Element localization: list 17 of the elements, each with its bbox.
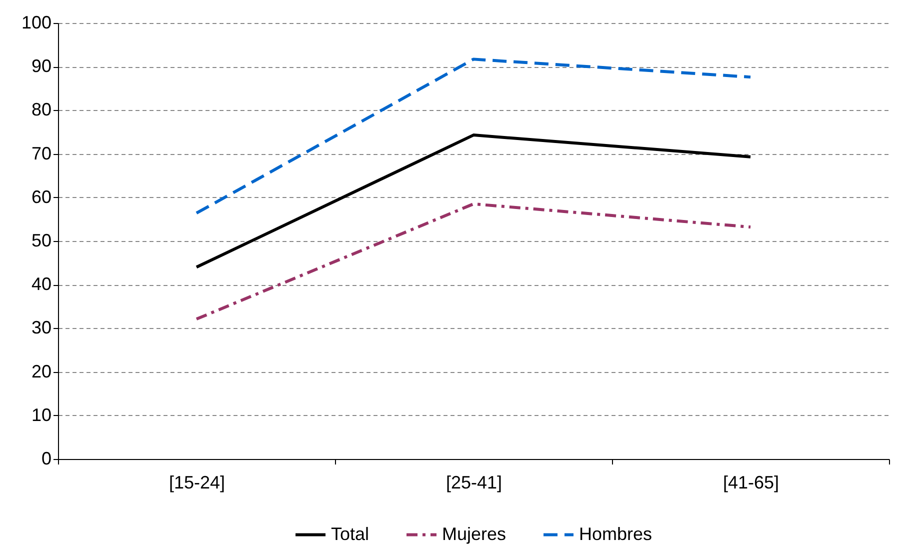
y-tick-label: 50 <box>31 230 52 250</box>
y-tick-label: 0 <box>41 448 52 468</box>
legend-label: Mujeres <box>442 524 506 544</box>
y-tick-label: 60 <box>31 186 52 207</box>
x-tick-label: [41-65] <box>722 472 780 492</box>
legend-label: Hombres <box>579 524 652 544</box>
legend-label: Total <box>331 524 370 544</box>
y-tick-label: 30 <box>31 318 52 338</box>
y-tick-label: 80 <box>31 100 52 120</box>
y-tick-label: 40 <box>31 274 52 294</box>
y-tick-label: 100 <box>21 12 52 32</box>
y-tick-label: 10 <box>31 404 52 425</box>
y-tick-label: 70 <box>31 143 52 164</box>
y-tick-label: 90 <box>31 56 52 76</box>
x-tick-label: [15-24] <box>168 472 226 492</box>
y-tick-label: 20 <box>31 361 52 382</box>
x-tick-label: [25-41] <box>446 472 502 492</box>
